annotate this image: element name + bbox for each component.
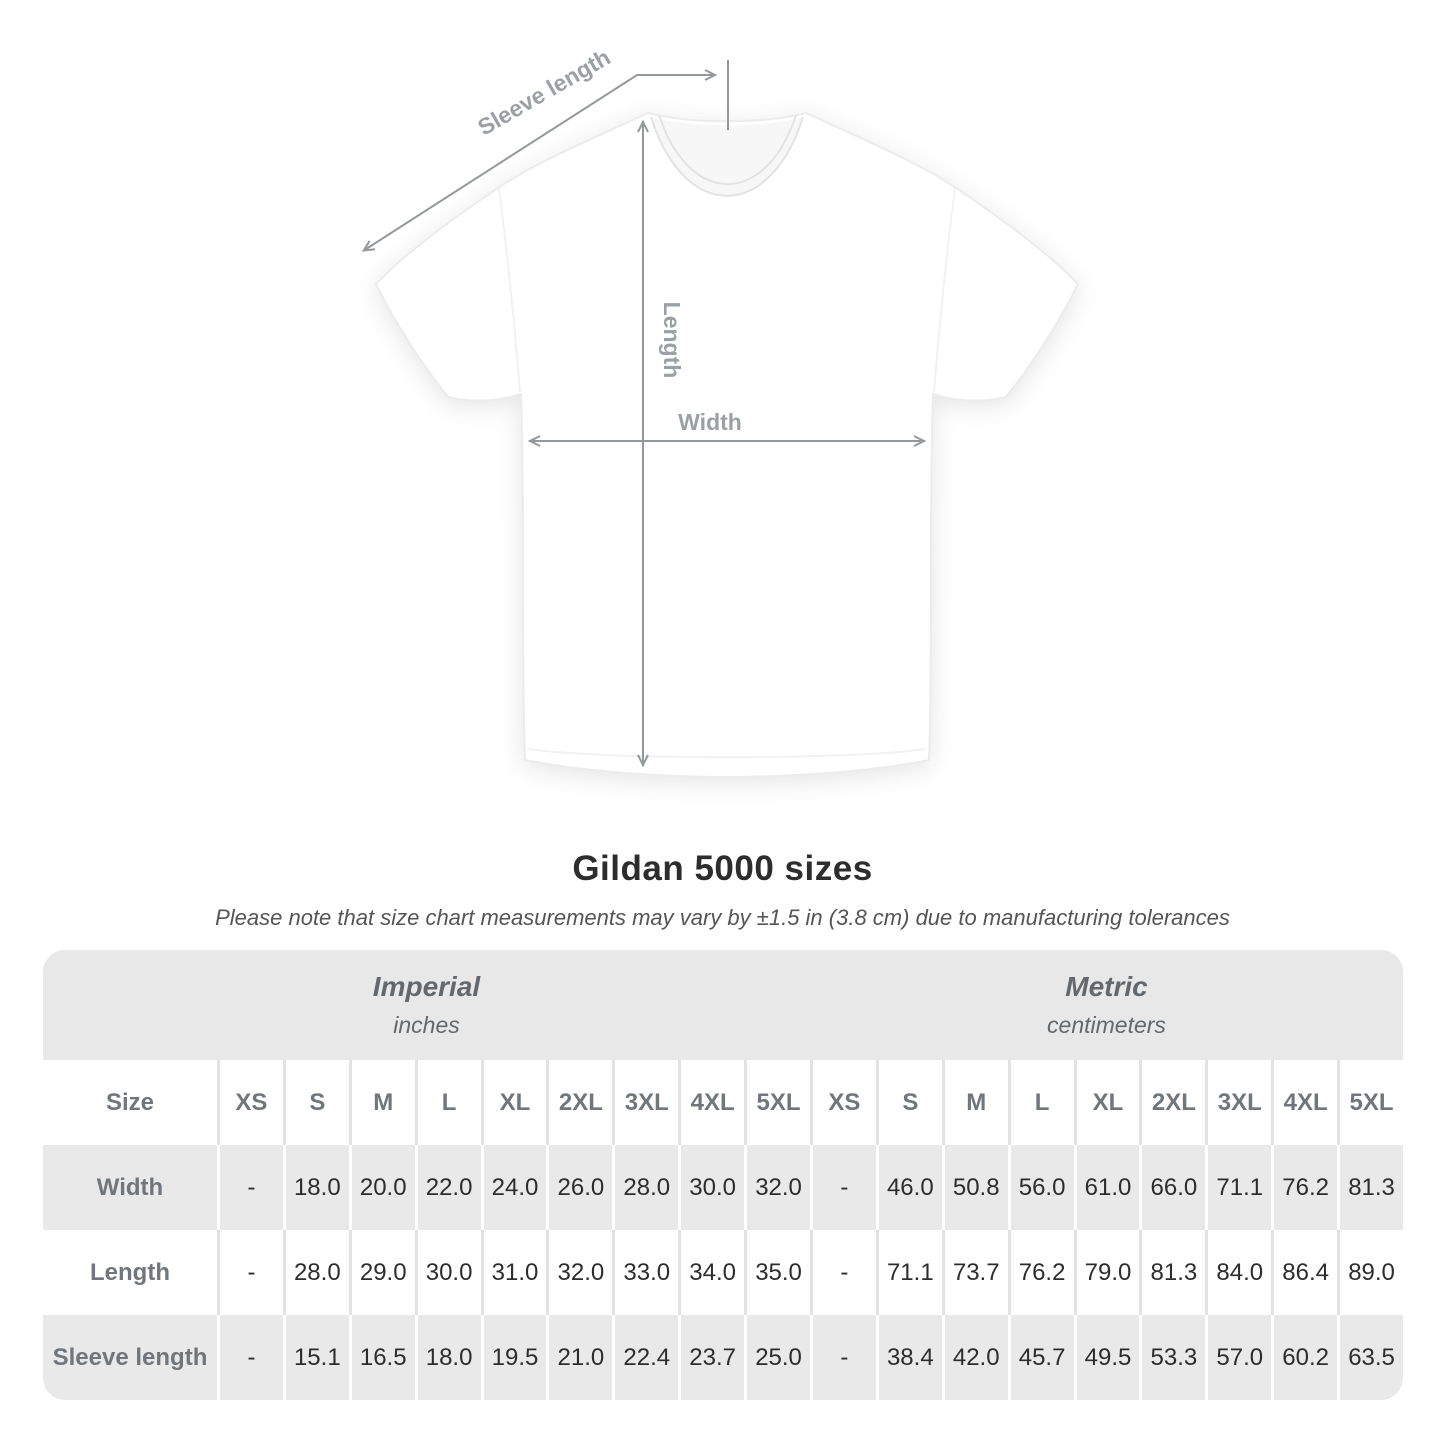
col-header-m-metric: M	[941, 1060, 1008, 1145]
size-value-cell: 35.0	[744, 1230, 810, 1315]
size-value-cell: -	[217, 1315, 283, 1400]
sleeve-length-arrow	[361, 69, 718, 252]
size-value-cell: 21.0	[546, 1315, 613, 1400]
size-value-cell: 28.0	[612, 1145, 679, 1230]
col-header-xl-imperial: XL	[480, 1060, 547, 1145]
size-value-cell: 89.0	[1337, 1230, 1403, 1315]
size-value-cell: 38.4	[875, 1315, 942, 1400]
width-label: Width	[678, 409, 742, 435]
size-value-cell: 63.5	[1337, 1315, 1403, 1400]
length-label: Length	[659, 302, 685, 379]
col-header-size: Size	[43, 1060, 217, 1145]
row-label: Sleeve length	[43, 1315, 217, 1400]
size-value-cell: 30.0	[414, 1230, 481, 1315]
hem-stitch	[528, 748, 926, 759]
col-header-xs-metric: XS	[809, 1060, 876, 1145]
size-value-cell: 45.7	[1007, 1315, 1074, 1400]
col-header-4xl-imperial: 4XL	[678, 1060, 745, 1145]
tshirt-measurement-diagram: Sleeve length Length Width	[361, 44, 1080, 779]
col-header-3xl-metric: 3XL	[1205, 1060, 1272, 1145]
size-chart-table: Imperial inches Metric centimeters Size …	[43, 950, 1403, 1400]
size-value-cell: -	[809, 1315, 876, 1400]
size-value-cell: 32.0	[546, 1230, 613, 1315]
group-label-metric: Metric	[1065, 971, 1148, 1002]
size-value-cell: 28.0	[282, 1230, 349, 1315]
size-value-cell: 60.2	[1271, 1315, 1338, 1400]
size-value-cell: 24.0	[480, 1145, 547, 1230]
size-value-cell: 18.0	[282, 1145, 349, 1230]
sleeve-length-label: Sleeve length	[473, 44, 614, 141]
size-value-cell: 53.3	[1139, 1315, 1206, 1400]
size-value-cell: 22.4	[612, 1315, 679, 1400]
size-value-cell: 42.0	[941, 1315, 1008, 1400]
size-value-cell: 26.0	[546, 1145, 613, 1230]
size-value-cell: 23.7	[678, 1315, 745, 1400]
size-value-cell: 76.2	[1007, 1230, 1074, 1315]
col-header-s-imperial: S	[282, 1060, 349, 1145]
size-value-cell: 73.7	[941, 1230, 1008, 1315]
size-value-cell: 31.0	[480, 1230, 547, 1315]
col-header-s-metric: S	[875, 1060, 942, 1145]
col-header-m-imperial: M	[348, 1060, 415, 1145]
size-value-cell: 81.3	[1337, 1145, 1403, 1230]
col-header-2xl-imperial: 2XL	[546, 1060, 613, 1145]
group-unit-metric: centimeters	[1047, 1012, 1166, 1038]
size-value-cell: 61.0	[1073, 1145, 1140, 1230]
size-value-cell: 50.8	[941, 1145, 1008, 1230]
size-value-cell: 84.0	[1205, 1230, 1272, 1315]
size-value-cell: 79.0	[1073, 1230, 1140, 1315]
size-value-cell: 19.5	[480, 1315, 547, 1400]
col-header-l-metric: L	[1007, 1060, 1074, 1145]
size-value-cell: 22.0	[414, 1145, 481, 1230]
col-header-xs-imperial: XS	[217, 1060, 283, 1145]
size-value-cell: 86.4	[1271, 1230, 1338, 1315]
size-value-cell: 81.3	[1139, 1230, 1206, 1315]
group-header-metric: Metric centimeters	[809, 950, 1403, 1060]
col-header-5xl-imperial: 5XL	[744, 1060, 810, 1145]
size-value-cell: 66.0	[1139, 1145, 1206, 1230]
tolerance-note: Please note that size chart measurements…	[215, 905, 1230, 930]
size-value-cell: 32.0	[744, 1145, 810, 1230]
size-value-cell: 34.0	[678, 1230, 745, 1315]
tshirt-graphic	[374, 111, 1080, 779]
right-armhole-seam	[933, 187, 956, 393]
row-label: Length	[43, 1230, 217, 1315]
col-header-4xl-metric: 4XL	[1271, 1060, 1338, 1145]
size-grid: Imperial inches Metric centimeters Size …	[43, 950, 1403, 1400]
size-value-cell: 15.1	[282, 1315, 349, 1400]
col-header-xl-metric: XL	[1073, 1060, 1140, 1145]
page-title: Gildan 5000 sizes	[572, 849, 873, 888]
size-value-cell: 18.0	[414, 1315, 481, 1400]
size-value-cell: 20.0	[348, 1145, 415, 1230]
size-value-cell: 29.0	[348, 1230, 415, 1315]
size-value-cell: -	[809, 1145, 876, 1230]
group-header-imperial: Imperial inches	[43, 950, 810, 1060]
size-value-cell: 76.2	[1271, 1145, 1338, 1230]
col-header-3xl-imperial: 3XL	[612, 1060, 679, 1145]
size-value-cell: 57.0	[1205, 1315, 1272, 1400]
size-value-cell: 46.0	[875, 1145, 942, 1230]
col-header-2xl-metric: 2XL	[1139, 1060, 1206, 1145]
size-value-cell: -	[217, 1230, 283, 1315]
size-value-cell: 16.5	[348, 1315, 415, 1400]
size-value-cell: -	[809, 1230, 876, 1315]
size-value-cell: 25.0	[744, 1315, 810, 1400]
size-value-cell: 30.0	[678, 1145, 745, 1230]
size-value-cell: 71.1	[1205, 1145, 1272, 1230]
size-value-cell: 56.0	[1007, 1145, 1074, 1230]
size-value-cell: 33.0	[612, 1230, 679, 1315]
col-header-5xl-metric: 5XL	[1337, 1060, 1403, 1145]
col-header-l-imperial: L	[414, 1060, 481, 1145]
size-value-cell: -	[217, 1145, 283, 1230]
group-unit-imperial: inches	[393, 1012, 460, 1038]
size-value-cell: 71.1	[875, 1230, 942, 1315]
row-label: Width	[43, 1145, 217, 1230]
group-label-imperial: Imperial	[372, 971, 481, 1002]
size-value-cell: 49.5	[1073, 1315, 1140, 1400]
